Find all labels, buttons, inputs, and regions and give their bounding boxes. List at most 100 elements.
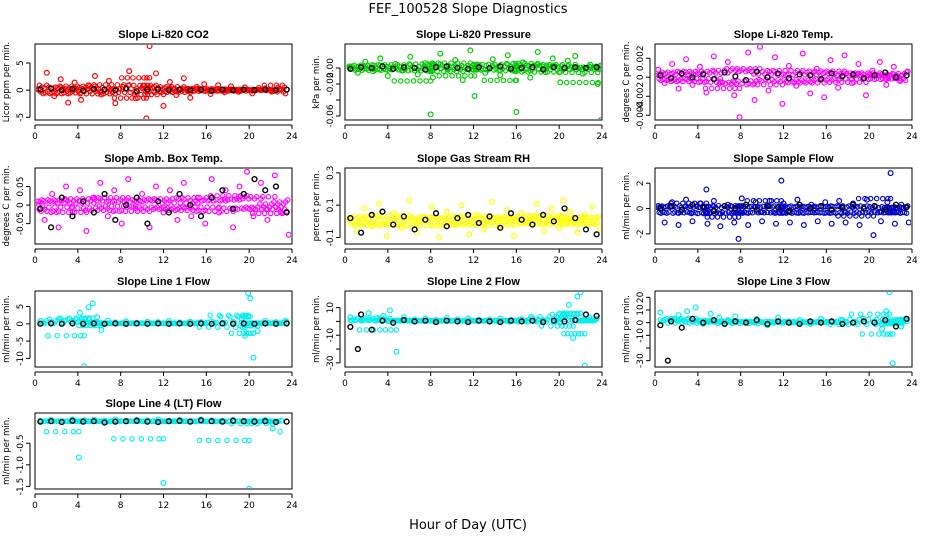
panel-2-x-tick-label: 0 xyxy=(342,132,348,142)
panel-4-point xyxy=(69,209,76,216)
panel-3-point xyxy=(661,79,668,86)
panel-9-x-tick-label: 20 xyxy=(863,379,875,389)
panel-8-hourly-point xyxy=(550,317,557,324)
panel-6-x-tick-label: 12 xyxy=(778,256,789,266)
panel-8-band-point xyxy=(537,314,543,320)
panel-7-band-point xyxy=(54,332,60,339)
panel-3-x-tick-label: 16 xyxy=(821,132,833,142)
panel-1-point xyxy=(143,115,150,119)
panel-2-point xyxy=(422,60,429,67)
panel-6-band-point xyxy=(859,209,866,215)
panel-3-point xyxy=(710,53,717,60)
panel-2-x-axis: 0 4 8 12 16 20 24 xyxy=(342,124,608,142)
panel-3-hourly-point xyxy=(732,73,739,80)
panel-10-band-point xyxy=(129,436,135,442)
panel-2-band-point xyxy=(397,78,404,84)
panel-3-hourly-point xyxy=(764,74,771,81)
panel-5-hourly-point xyxy=(432,210,440,217)
panel-9-point xyxy=(886,292,893,296)
panel-5-hourly-point xyxy=(454,215,461,222)
panel-7-band-point xyxy=(250,330,257,337)
panel-7-point xyxy=(123,318,130,325)
panel-4-point xyxy=(41,216,48,223)
panel-8-band-point xyxy=(564,331,571,337)
panel-10-y-tick-label: -1.0 xyxy=(16,456,26,474)
panel-6-point xyxy=(905,219,911,226)
panel-7-hourly-point xyxy=(155,320,162,327)
panel-2-hourly-point xyxy=(486,64,493,72)
panel-2-band-point xyxy=(471,73,478,79)
panel-2-band-point xyxy=(531,69,538,75)
panel-3-point xyxy=(771,54,778,61)
panel-1-band-point xyxy=(111,95,118,101)
panel-6-band-point xyxy=(773,210,779,216)
panel-7-hourly-point xyxy=(208,320,215,327)
panel-10-hourly-point xyxy=(80,418,87,425)
panel-5-point xyxy=(596,226,601,233)
panel-7-hourly-point xyxy=(251,320,258,327)
panel-5-point xyxy=(391,210,398,217)
panel-6-point xyxy=(696,200,703,207)
panel-9-point xyxy=(668,315,675,322)
panel-9-y-tick-label: 20 xyxy=(636,291,646,303)
panel-2-point xyxy=(587,61,594,68)
panel-10-band-point xyxy=(43,428,50,435)
panel-1-hourly-point xyxy=(80,87,87,94)
panel-5-band-point xyxy=(551,212,557,219)
panel-4-band-point xyxy=(249,210,256,217)
panel-1-point xyxy=(146,45,153,50)
panel-3-y-tick-label: -0.002 xyxy=(636,82,646,111)
panel-4-hourly-point xyxy=(112,216,119,224)
panel-6-hourly-point xyxy=(764,202,771,210)
panel-2-band-point xyxy=(503,60,510,67)
panel-1-point xyxy=(105,77,112,84)
panel-10-band-point xyxy=(76,428,82,435)
panel-5-point xyxy=(488,198,495,205)
panel-8-x-tick-label: 12 xyxy=(468,379,479,389)
panel-7-x-tick-label: 16 xyxy=(201,379,213,389)
panel-10-band-point xyxy=(62,428,68,435)
panel-4-point xyxy=(250,213,257,220)
panel-7-point xyxy=(245,292,252,297)
panel-9-hourly-point xyxy=(807,318,814,325)
panel-3-band-point xyxy=(760,81,767,88)
panel-4-band-point xyxy=(260,194,266,200)
panel-1-frame xyxy=(34,43,293,121)
panel-2-point xyxy=(564,57,571,64)
panel-6-point xyxy=(800,222,807,229)
panel-4-x-tick-label: 4 xyxy=(75,256,81,266)
panel-8-hourly-point xyxy=(347,323,354,331)
panel-8-y-label: ml/min per min. xyxy=(312,295,322,363)
panel-2-hourly-point xyxy=(582,64,590,72)
panel-10-hourly-point xyxy=(272,418,280,426)
panel-8-x-tick-label: 0 xyxy=(342,379,348,389)
panel-3-hourly-point xyxy=(657,72,664,79)
panel-4-point xyxy=(278,209,285,216)
panel-7-series-band xyxy=(37,312,288,339)
panel-5-hourly-point xyxy=(572,215,579,222)
panel-10-band-point xyxy=(215,437,221,444)
panel-1-band-point xyxy=(131,82,137,89)
panel-3-band-point xyxy=(782,67,788,74)
panel-3-point xyxy=(696,63,703,70)
panel-1-hourly-point xyxy=(262,86,269,93)
panel-1-point xyxy=(180,75,187,82)
panel-1-point xyxy=(173,92,180,99)
panel-2-hourly-point xyxy=(572,64,579,71)
panel-9-band-point xyxy=(884,311,890,317)
panel-1-band-point xyxy=(118,75,125,81)
panel-6-point xyxy=(752,199,759,206)
panel-8-point xyxy=(565,301,572,308)
panel-5-point xyxy=(541,228,548,235)
panel-5-point xyxy=(443,208,450,215)
panel-3-band-point xyxy=(718,70,725,76)
panel-3-hourly-point xyxy=(700,71,707,78)
panel-2-point xyxy=(467,47,474,54)
panel-6-point xyxy=(870,232,877,239)
panel-1-y-label: Licor ppm per min. xyxy=(2,42,12,123)
panel-5-point xyxy=(473,211,480,218)
panel-8-y-tick-label: -30 xyxy=(326,355,336,370)
panel-3-point xyxy=(745,49,752,56)
